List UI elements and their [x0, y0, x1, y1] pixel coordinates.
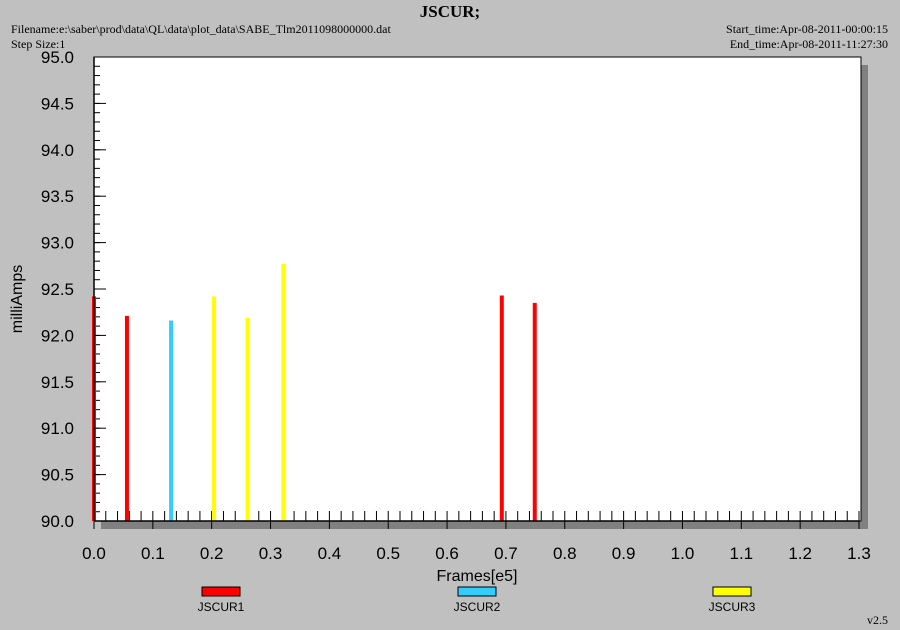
x-tick-label: 0.5 [376, 544, 400, 563]
step-size-label: Step Size:1 [11, 37, 66, 51]
x-tick-label: 0.4 [318, 544, 342, 563]
y-tick-label: 93.5 [41, 187, 74, 206]
legend-label-jscur1: JSCUR1 [198, 600, 245, 614]
data-bar-jscur3 [245, 317, 250, 521]
x-tick-label: 0.7 [494, 544, 518, 563]
end-time-label: End_time:Apr-08-2011-11:27:30 [729, 37, 888, 51]
chart-title: JSCUR; [419, 2, 481, 21]
y-axis-label: milliAmps [9, 265, 26, 333]
filename-label: Filename:e:\saber\prod\data\QL\data\plot… [11, 22, 391, 36]
x-tick-label: 0.3 [259, 544, 283, 563]
legend-label-jscur2: JSCUR2 [454, 600, 501, 614]
x-tick-label: 1.2 [788, 544, 812, 563]
plot-area [93, 56, 862, 522]
version-label: v2.5 [867, 613, 888, 627]
y-tick-label: 94.5 [41, 94, 74, 113]
x-tick-label: 0.9 [612, 544, 636, 563]
x-tick-label: 1.1 [729, 544, 753, 563]
x-tick-label: 0.6 [435, 544, 459, 563]
axes: 0.0 0.1 0.2 0.3 0.4 0.5 0.6 0.7 0.8 0.9 1.0 1.1 1.2 1… [41, 48, 871, 563]
data-bar-jscur1 [124, 315, 129, 521]
y-tick-label: 92.0 [41, 326, 74, 345]
y-tick-label: 95.0 [41, 48, 74, 67]
start-time-label: Start_time:Apr-08-2011-00:00:15 [726, 22, 888, 36]
y-tick-label: 94.0 [41, 141, 74, 160]
legend-swatch-jscur1 [201, 586, 241, 597]
x-tick-label: 0.1 [141, 544, 165, 563]
data-bar-jscur3 [212, 296, 217, 521]
x-axis-label: Frames[e5] [437, 568, 518, 585]
x-tick-label: 0.8 [553, 544, 577, 563]
x-tick-label: 1.3 [847, 544, 871, 563]
y-tick-label: 93.0 [41, 234, 74, 253]
y-tick-label: 92.5 [41, 280, 74, 299]
data-bar-jscur2 [169, 320, 174, 521]
x-tick-label: 0.2 [200, 544, 224, 563]
y-tick-label: 90.5 [41, 466, 74, 485]
x-tick-label: 0.0 [82, 544, 106, 563]
legend: JSCUR1 JSCUR2 JSCUR3 [198, 586, 756, 614]
legend-swatch-jscur2 [457, 586, 497, 597]
legend-swatch-jscur3 [712, 586, 752, 597]
data-bar-jscur1 [499, 295, 504, 521]
data-bar-jscur1 [532, 302, 537, 521]
y-tick-label: 90.0 [41, 512, 74, 531]
x-tick-label: 1.0 [671, 544, 695, 563]
legend-label-jscur3: JSCUR3 [709, 600, 756, 614]
y-tick-label: 91.0 [41, 419, 74, 438]
y-tick-label: 91.5 [41, 373, 74, 392]
data-bar-jscur3 [281, 263, 286, 521]
